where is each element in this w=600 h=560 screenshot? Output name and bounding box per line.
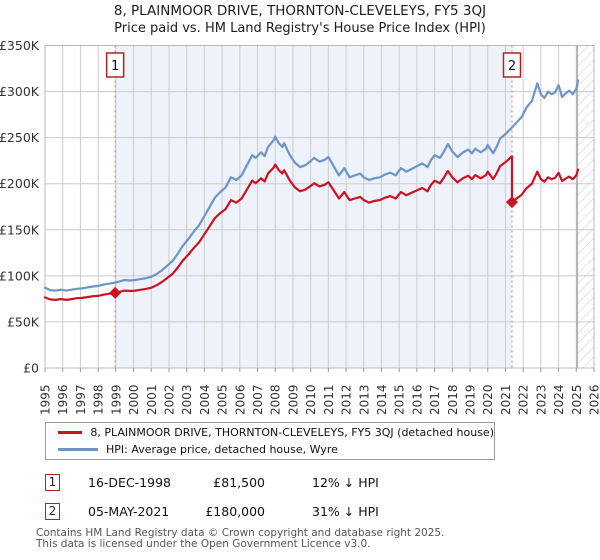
marker-1-box <box>105 52 125 78</box>
property-series-line <box>43 155 580 301</box>
x-axis-label: 1995 <box>39 384 53 415</box>
sale-marker-1 <box>109 286 122 299</box>
sale-2-price: £180,000 <box>205 504 265 519</box>
x-axis-label: 2015 <box>393 384 407 415</box>
x-axis-label: 2019 <box>464 384 478 415</box>
x-axis-label: 2024 <box>552 384 566 415</box>
y-axis-label: £0 <box>23 361 39 376</box>
sale-2-number-badge: 2 <box>45 503 60 520</box>
x-axis-label: 2016 <box>410 384 424 415</box>
sale-annotation-1: 1 16-DEC-1998 £81,500 12% ↓ HPI <box>45 474 565 492</box>
x-axis-label: 2018 <box>446 384 460 415</box>
hpi-series-line <box>43 79 580 292</box>
x-axis-label: 2013 <box>357 384 371 415</box>
plot-border <box>44 45 595 369</box>
page-subtitle: Price paid vs. HM Land Registry's House … <box>114 21 486 36</box>
y-axis-label: £350K <box>0 38 40 53</box>
x-axis-label: 2007 <box>251 384 265 415</box>
x-axis-label: 2004 <box>198 384 212 415</box>
y-axis-label: £300K <box>0 84 40 99</box>
x-axis-label: 2012 <box>340 384 354 415</box>
x-axis-label: 2001 <box>145 384 159 415</box>
sale-2-hpi-diff: 31% ↓ HPI <box>312 504 379 519</box>
property-line-swatch <box>58 431 83 434</box>
marker-2-label: 2 <box>508 59 516 74</box>
x-axis-label: 2005 <box>216 384 230 415</box>
property-legend-label: 8, PLAINMOOR DRIVE, THORNTON-CLEVELEYS, … <box>90 426 494 439</box>
page-title: 8, PLAINMOOR DRIVE, THORNTON-CLEVELEYS, … <box>113 3 487 19</box>
x-axis-label: 2003 <box>180 384 194 415</box>
future-hatch-region <box>577 45 594 368</box>
x-axis-label: 2021 <box>499 384 513 415</box>
y-axis-label: £100K <box>0 268 40 283</box>
marker-1-label: 1 <box>111 59 119 74</box>
y-axis-label: £250K <box>0 130 40 145</box>
chart-legend: 8, PLAINMOOR DRIVE, THORNTON-CLEVELEYS, … <box>45 422 495 460</box>
x-axis-label: 1997 <box>74 384 88 415</box>
hpi-legend-label: HPI: Average price, detached house, Wyre <box>106 443 338 456</box>
x-axis-label: 1998 <box>92 384 106 415</box>
x-axis-label: 2009 <box>286 384 300 415</box>
x-axis-label: 2026 <box>588 384 600 415</box>
x-axis-label: 2022 <box>517 384 531 415</box>
sale-1-price: £81,500 <box>213 475 265 490</box>
legend-row-hpi: HPI: Average price, detached house, Wyre <box>46 443 494 457</box>
sale-annotation-2: 2 05-MAY-2021 £180,000 31% ↓ HPI <box>45 503 565 521</box>
x-axis-label: 2006 <box>233 384 247 415</box>
x-axis-label: 2020 <box>481 384 495 415</box>
between-sales-shading <box>115 45 513 368</box>
marker-2-box <box>502 52 522 78</box>
x-axis-label: 2010 <box>304 384 318 415</box>
sale-1-number-badge: 1 <box>45 474 60 491</box>
x-axis-label: 2011 <box>322 384 336 415</box>
x-axis-label: 1996 <box>56 384 70 415</box>
y-axis-label: £150K <box>0 222 40 237</box>
x-axis-label: 2025 <box>570 384 584 415</box>
x-axis-label: 2008 <box>269 384 283 415</box>
footer-licence: This data is licensed under the Open Gov… <box>36 538 371 550</box>
x-axis-label: 2002 <box>162 384 176 415</box>
hpi-line-swatch <box>58 448 98 451</box>
x-axis-label: 2017 <box>428 384 442 415</box>
sale-1-hpi-diff: 12% ↓ HPI <box>312 475 379 490</box>
x-axis-label: 2014 <box>375 384 389 415</box>
sale-2-date: 05-MAY-2021 <box>88 504 170 519</box>
sale-1-date: 16-DEC-1998 <box>88 475 171 490</box>
x-axis-label: 1999 <box>109 384 123 415</box>
legend-row-property: 8, PLAINMOOR DRIVE, THORNTON-CLEVELEYS, … <box>46 426 494 440</box>
sale-marker-2 <box>506 196 519 209</box>
x-axis-label: 2000 <box>127 384 141 415</box>
footer-copyright: Contains HM Land Registry data © Crown c… <box>36 527 445 539</box>
y-axis-label: £200K <box>0 176 40 191</box>
x-axis-label: 2023 <box>534 384 548 415</box>
y-axis-label: £50K <box>7 314 40 329</box>
